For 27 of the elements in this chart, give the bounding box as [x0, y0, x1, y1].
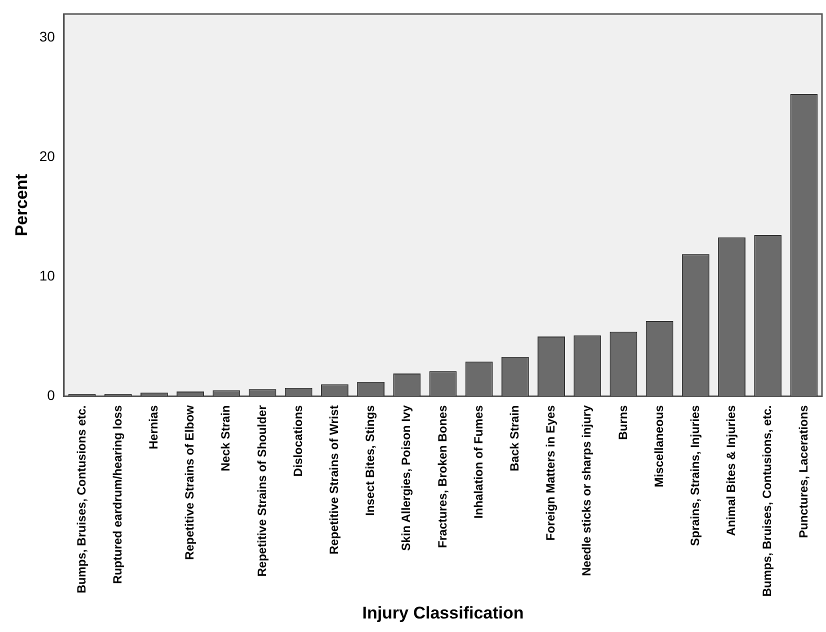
x-tick-label: Punctures, Lacerations	[796, 404, 810, 538]
x-tick-label: Repetitive Strains of Elbow	[182, 404, 197, 560]
x-tick-label: Back Strain	[507, 405, 522, 472]
y-tick-label: 20	[39, 148, 56, 164]
x-tick-label: Repetitive Strains of Wrist	[327, 405, 342, 554]
x-tick-label: Insect Bites, Stings	[363, 404, 378, 516]
x-tick-label: Skin Allergies, Poison Ivy	[399, 404, 414, 551]
x-tick-label: Fractures, Broken Bones	[435, 404, 450, 548]
x-tick-label: Ruptured eardrum/hearing loss	[110, 404, 124, 584]
x-tick-label: Bumps, Bruises, Contusions etc.	[74, 405, 88, 594]
x-tick-label: Bumps, Bruises, Contusions, etc.	[760, 405, 774, 597]
x-tick-label: Needle sticks or sharps injury	[580, 404, 594, 576]
x-tick-label: Inhalation of Fumes	[471, 404, 486, 519]
x-axis-title: Injury Classification	[362, 603, 524, 622]
x-tick-label: Animal Bites & Injuries	[724, 404, 738, 536]
x-tick-label: Hernias	[146, 404, 161, 450]
x-tick-label: Burns	[616, 404, 630, 440]
x-tick-label: Dislocations	[290, 404, 305, 477]
x-tick-label: Sprains, Strains, Injuries	[688, 404, 702, 546]
y-tick-label: 10	[39, 268, 56, 284]
y-axis-title: Percent	[12, 174, 31, 236]
x-tick-label: Repetitive Strains of Shoulder	[254, 404, 269, 577]
x-tick-label: Miscellaneous	[652, 404, 666, 488]
y-tick-label: 0	[47, 387, 56, 404]
y-tick-label: 30	[39, 28, 56, 45]
x-tick-label: Neck Strain	[218, 405, 233, 472]
x-tick-label: Foreign Matters in Eyes	[544, 404, 558, 541]
